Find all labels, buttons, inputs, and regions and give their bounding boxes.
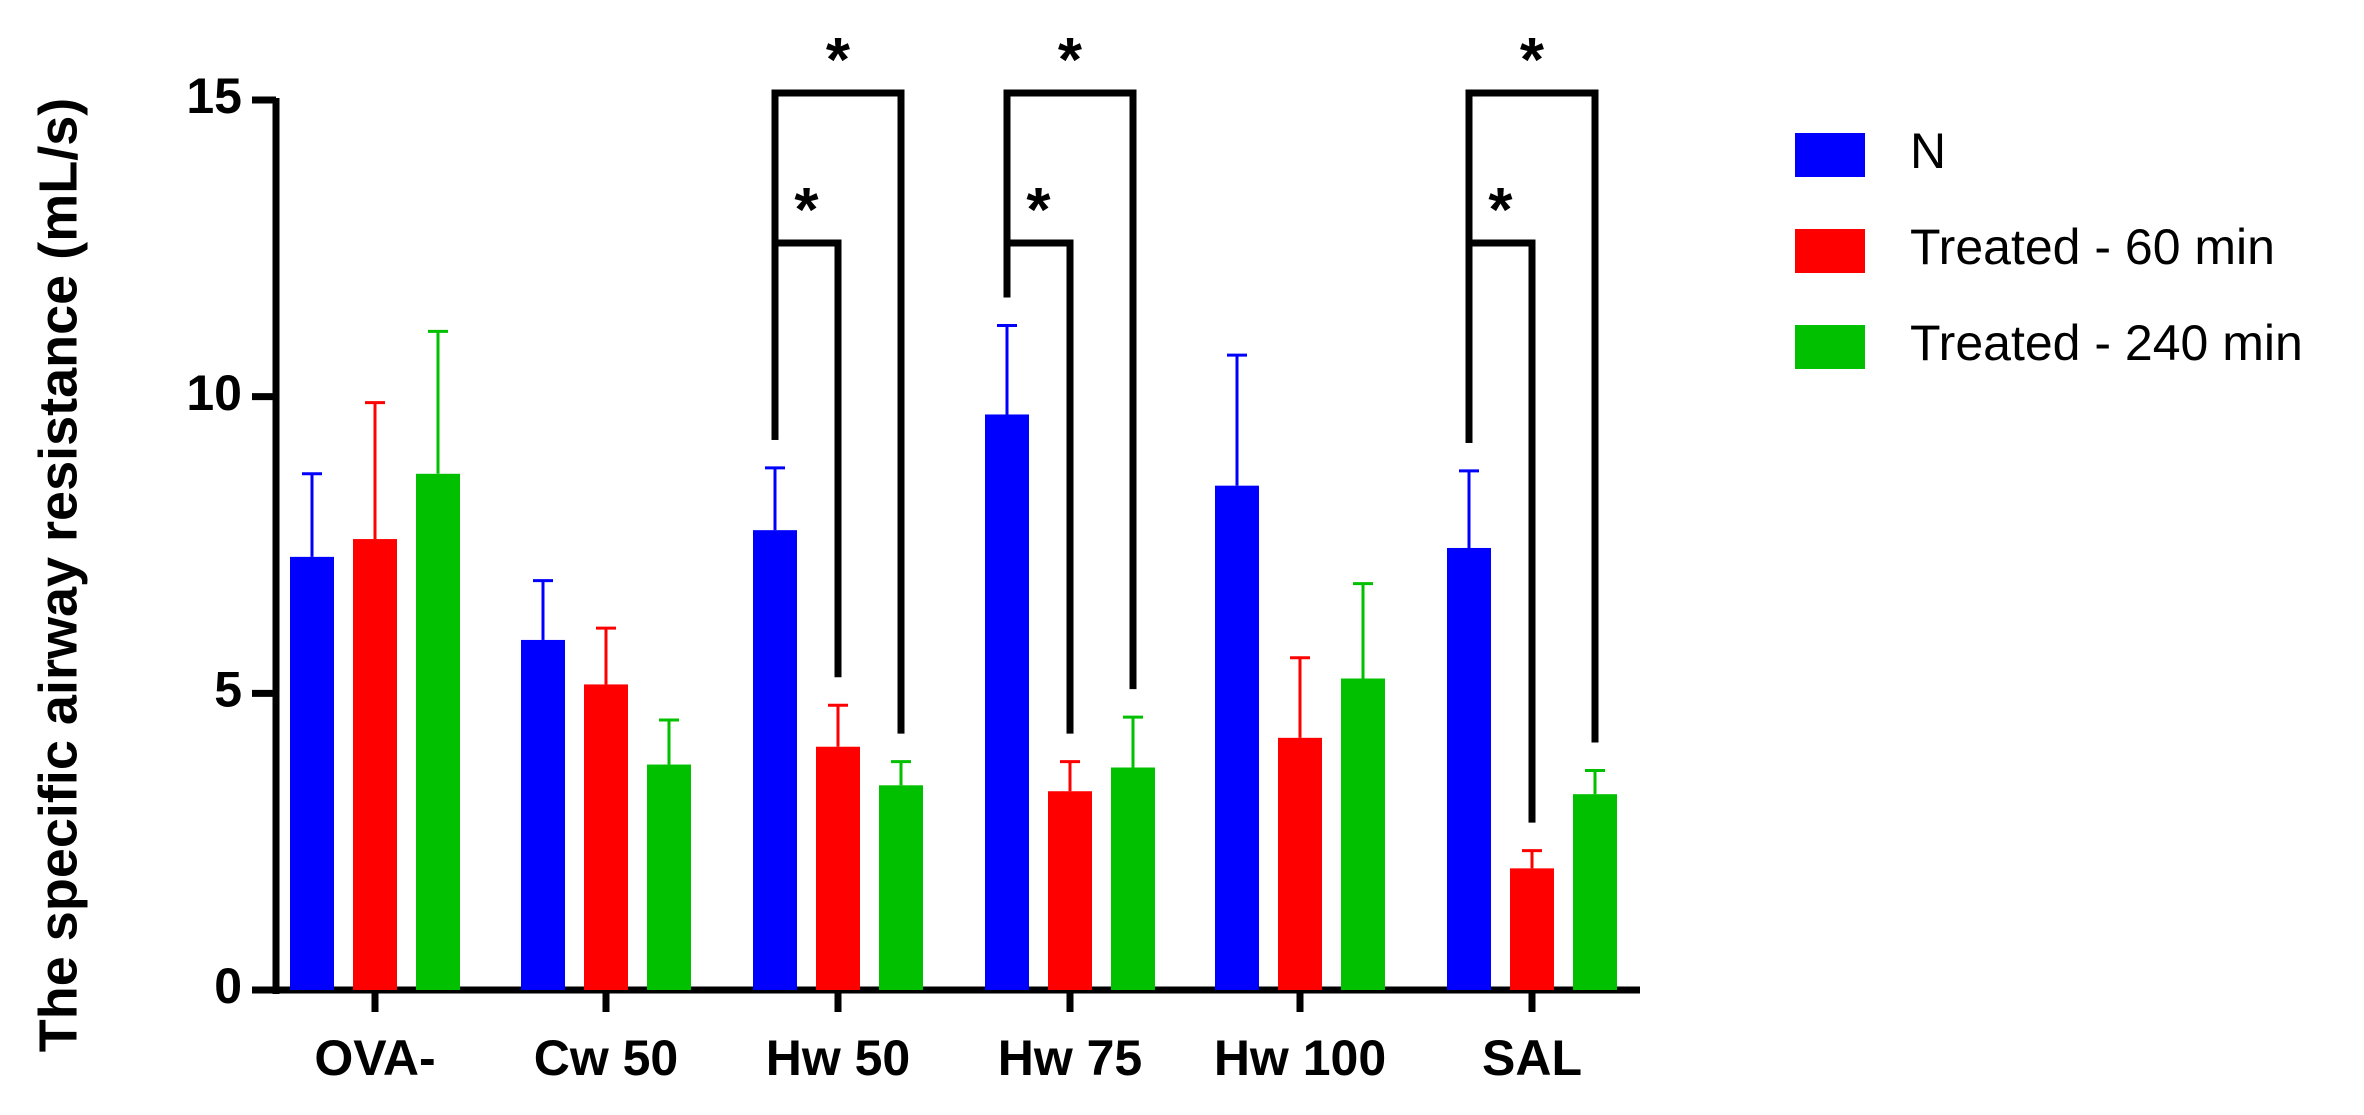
y-axis-label: The specific airway resistance (mL/s): [28, 98, 88, 1052]
bar: [816, 746, 860, 990]
legend-swatch: [1795, 229, 1865, 273]
x-tick-label: OVA-: [314, 1030, 435, 1086]
bar: [521, 639, 565, 990]
bar: [1048, 791, 1092, 990]
significance-star: *: [794, 176, 819, 245]
bar: [753, 530, 797, 990]
significance-annotations: * * * * * *: [771, 26, 1599, 823]
bar: [290, 556, 334, 990]
bar: [1278, 737, 1322, 990]
bar: [1215, 485, 1259, 990]
bar: [584, 684, 628, 990]
x-tick-label: Hw 50: [766, 1030, 911, 1086]
x-tick-label: Hw 100: [1214, 1030, 1386, 1086]
bar: [879, 785, 923, 990]
legend-swatch: [1795, 133, 1865, 177]
significance-star: *: [1058, 26, 1083, 95]
bar: [1510, 868, 1554, 990]
y-tick-label: 0: [214, 958, 242, 1014]
legend-label: N: [1910, 123, 1946, 179]
legend-label: Treated - 60 min: [1910, 219, 2275, 275]
legend-label: Treated - 240 min: [1910, 315, 2303, 371]
significance-star: *: [1488, 176, 1513, 245]
significance-star: *: [1520, 26, 1545, 95]
bar: [353, 539, 397, 990]
significance-bracket: [1465, 89, 1599, 743]
legend-swatch: [1795, 325, 1865, 369]
significance-bracket: [771, 89, 905, 734]
bar: [1573, 794, 1617, 990]
bar: [1341, 678, 1385, 990]
bar: [647, 764, 691, 990]
y-tick-label: 5: [214, 662, 242, 718]
significance-star: *: [1026, 176, 1051, 245]
y-tick-label: 10: [186, 365, 242, 421]
x-tick-label: SAL: [1482, 1030, 1582, 1086]
bar: [1111, 767, 1155, 990]
y-tick-label: 15: [186, 68, 242, 124]
x-tick-label: Hw 75: [998, 1030, 1143, 1086]
axes: 0 5 10 15 OVA- Cw 50 Hw 50 Hw 75 Hw 100 SAL: [186, 68, 1640, 1086]
significance-star: *: [826, 26, 851, 95]
x-tick-label: Cw 50: [534, 1030, 679, 1086]
bar: [985, 414, 1029, 990]
bars: [290, 323, 1617, 990]
bar: [1447, 547, 1491, 990]
significance-bracket: [1003, 89, 1137, 690]
bar: [416, 473, 460, 990]
legend: N Treated - 60 min Treated - 240 min: [1795, 123, 2303, 371]
